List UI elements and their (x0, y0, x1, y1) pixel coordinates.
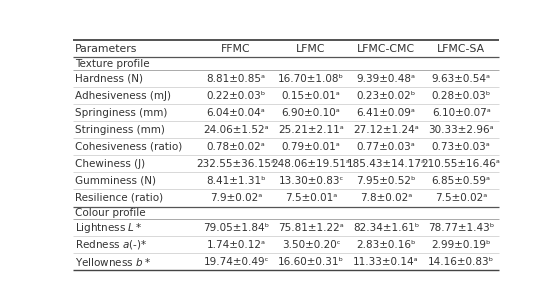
Text: 0.79±0.01ᵃ: 0.79±0.01ᵃ (282, 142, 340, 152)
Text: 232.55±36.15ᵃ: 232.55±36.15ᵃ (196, 159, 276, 169)
Text: 13.30±0.83ᶜ: 13.30±0.83ᶜ (279, 176, 344, 186)
Text: 2.99±0.19ᵇ: 2.99±0.19ᵇ (431, 240, 491, 250)
Text: 7.95±0.52ᵇ: 7.95±0.52ᵇ (356, 176, 416, 186)
Text: Resilience (ratio): Resilience (ratio) (75, 193, 163, 203)
Text: 7.5±0.02ᵃ: 7.5±0.02ᵃ (435, 193, 487, 203)
Text: 6.04±0.04ᵃ: 6.04±0.04ᵃ (206, 108, 265, 118)
Text: 75.81±1.22ᵃ: 75.81±1.22ᵃ (278, 223, 344, 233)
Text: 25.21±2.11ᵃ: 25.21±2.11ᵃ (278, 125, 344, 135)
Text: 0.78±0.02ᵃ: 0.78±0.02ᵃ (206, 142, 265, 152)
Text: LFMC-CMC: LFMC-CMC (357, 44, 415, 54)
Text: LFMC: LFMC (296, 44, 326, 54)
Text: 3.50±0.20ᶜ: 3.50±0.20ᶜ (282, 240, 340, 250)
Text: Yellowness $b*$: Yellowness $b*$ (75, 256, 151, 268)
Text: 210.55±16.46ᵃ: 210.55±16.46ᵃ (422, 159, 501, 169)
Text: 7.8±0.02ᵃ: 7.8±0.02ᵃ (360, 193, 412, 203)
Text: Hardness (N): Hardness (N) (75, 74, 143, 84)
Text: 82.34±1.61ᵇ: 82.34±1.61ᵇ (353, 223, 419, 233)
Text: 27.12±1.24ᵃ: 27.12±1.24ᵃ (353, 125, 419, 135)
Text: 6.85±0.59ᵃ: 6.85±0.59ᵃ (432, 176, 491, 186)
Text: Gumminess (N): Gumminess (N) (75, 176, 156, 186)
Text: FFMC: FFMC (221, 44, 251, 54)
Text: Springiness (mm): Springiness (mm) (75, 108, 168, 118)
Text: 16.60±0.31ᵇ: 16.60±0.31ᵇ (278, 257, 344, 267)
Text: Stringiness (mm): Stringiness (mm) (75, 125, 165, 135)
Text: 248.06±19.51ᵃ: 248.06±19.51ᵃ (271, 159, 351, 169)
Text: 24.06±1.52ᵃ: 24.06±1.52ᵃ (203, 125, 269, 135)
Text: 6.10±0.07ᵃ: 6.10±0.07ᵃ (432, 108, 491, 118)
Text: 7.5±0.01ᵃ: 7.5±0.01ᵃ (285, 193, 337, 203)
Text: LFMC-SA: LFMC-SA (437, 44, 485, 54)
Text: 0.15±0.01ᵃ: 0.15±0.01ᵃ (282, 91, 340, 101)
Text: 11.33±0.14ᵃ: 11.33±0.14ᵃ (354, 257, 419, 267)
Text: 0.23±0.02ᵇ: 0.23±0.02ᵇ (356, 91, 416, 101)
Text: Texture profile: Texture profile (75, 59, 150, 69)
Text: 78.77±1.43ᵇ: 78.77±1.43ᵇ (428, 223, 495, 233)
Text: 0.22±0.03ᵇ: 0.22±0.03ᵇ (206, 91, 266, 101)
Text: Parameters: Parameters (75, 44, 137, 54)
Text: 79.05±1.84ᵇ: 79.05±1.84ᵇ (203, 223, 269, 233)
Text: 7.9±0.02ᵃ: 7.9±0.02ᵃ (210, 193, 262, 203)
Text: 8.41±1.31ᵇ: 8.41±1.31ᵇ (206, 176, 266, 186)
Text: Colour profile: Colour profile (75, 208, 145, 218)
Text: 6.90±0.10ᵃ: 6.90±0.10ᵃ (282, 108, 340, 118)
Text: 16.70±1.08ᵇ: 16.70±1.08ᵇ (278, 74, 344, 84)
Text: Cohesiveness (ratio): Cohesiveness (ratio) (75, 142, 182, 152)
Text: 6.41±0.09ᵃ: 6.41±0.09ᵃ (357, 108, 416, 118)
Text: 9.39±0.48ᵃ: 9.39±0.48ᵃ (357, 74, 416, 84)
Text: 19.74±0.49ᶜ: 19.74±0.49ᶜ (203, 257, 269, 267)
Text: 8.81±0.85ᵃ: 8.81±0.85ᵃ (206, 74, 266, 84)
Text: 2.83±0.16ᵇ: 2.83±0.16ᵇ (356, 240, 416, 250)
Text: 185.43±14.17ᵃ: 185.43±14.17ᵃ (347, 159, 426, 169)
Text: 0.73±0.03ᵃ: 0.73±0.03ᵃ (432, 142, 491, 152)
Text: Chewiness (J): Chewiness (J) (75, 159, 145, 169)
Text: 1.74±0.12ᵃ: 1.74±0.12ᵃ (206, 240, 266, 250)
Text: Redness $a$(-)*: Redness $a$(-)* (75, 238, 147, 251)
Text: Adhesiveness (mJ): Adhesiveness (mJ) (75, 91, 171, 101)
Text: 30.33±2.96ᵃ: 30.33±2.96ᵃ (428, 125, 494, 135)
Text: 0.28±0.03ᵇ: 0.28±0.03ᵇ (431, 91, 491, 101)
Text: 0.77±0.03ᵃ: 0.77±0.03ᵃ (357, 142, 416, 152)
Text: 9.63±0.54ᵃ: 9.63±0.54ᵃ (432, 74, 491, 84)
Text: Lightness $L*$: Lightness $L*$ (75, 221, 143, 235)
Text: 14.16±0.83ᵇ: 14.16±0.83ᵇ (428, 257, 494, 267)
